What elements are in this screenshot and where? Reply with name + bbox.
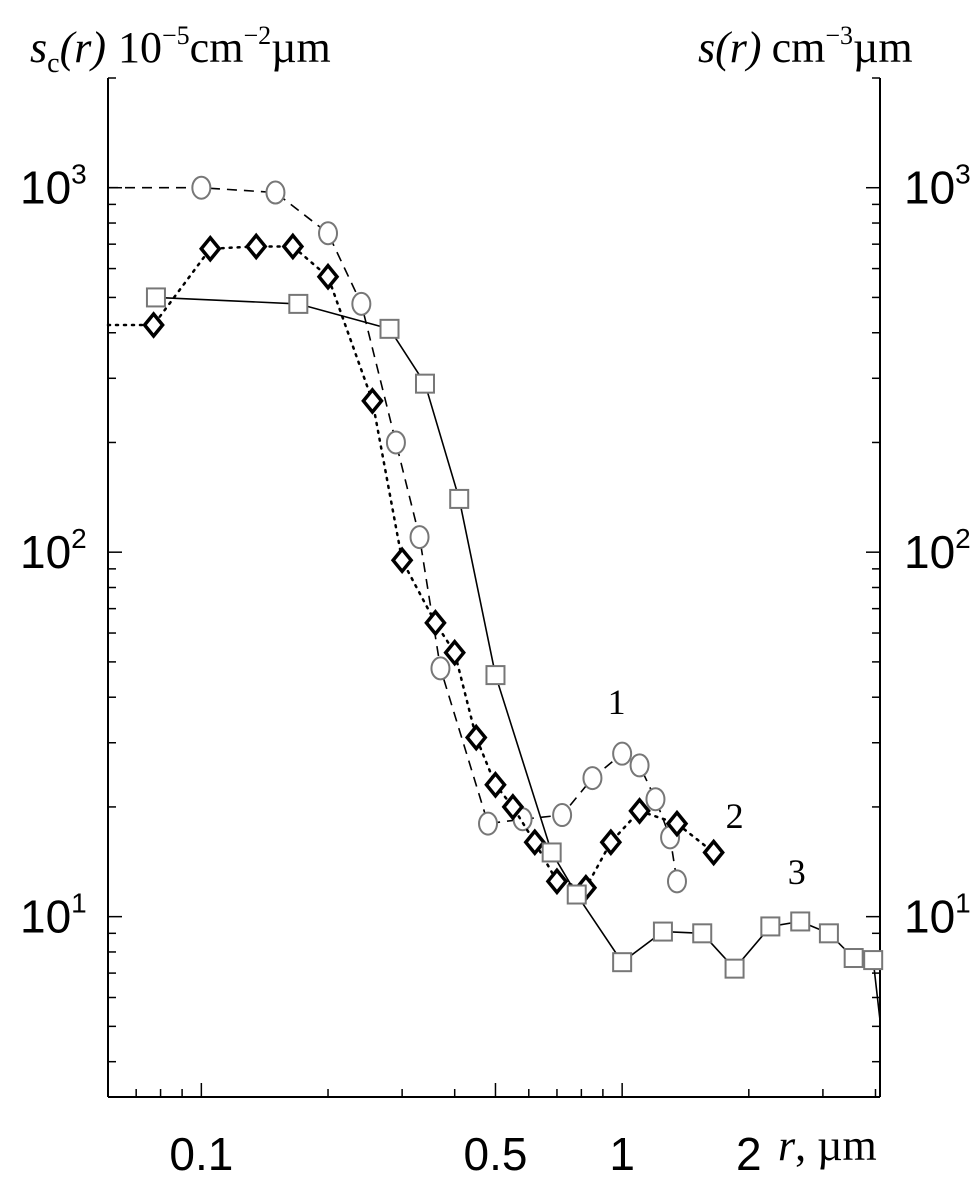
data-point-diamond	[665, 809, 689, 838]
data-point-square	[485, 665, 506, 686]
data-point-diamond	[199, 234, 222, 263]
data-point-square	[145, 287, 166, 308]
data-point-diamond	[142, 311, 165, 339]
data-point-square	[818, 923, 839, 944]
plot-frame	[107, 78, 881, 1098]
data-point-square	[612, 952, 633, 973]
data-point-square	[790, 911, 811, 932]
data-point-diamond	[545, 867, 569, 896]
data-point-circle	[191, 175, 212, 200]
y-tick-label-right: 101	[904, 888, 971, 943]
series-label-2: 2	[726, 796, 744, 836]
data-point-circle	[318, 221, 339, 246]
data-point-circle	[351, 291, 372, 316]
x-tick-label: 1	[609, 1128, 635, 1180]
data-point-square	[566, 884, 587, 905]
x-tick-label: 2	[736, 1128, 762, 1180]
y-tick-label-left: 103	[20, 159, 87, 214]
data-point-circle	[629, 753, 650, 778]
data-point-square	[414, 373, 435, 394]
data-point-circle	[645, 787, 666, 812]
data-point-square	[541, 842, 562, 863]
series-label-1: 1	[608, 682, 626, 722]
series-line-3	[155, 296, 881, 1021]
y-tick-label-right: 103	[904, 159, 971, 214]
data-point-diamond	[361, 387, 384, 415]
x-tick-label: 0.5	[463, 1128, 527, 1180]
data-point-circle	[265, 180, 286, 205]
data-point-diamond	[316, 262, 340, 291]
data-point-diamond	[599, 828, 623, 857]
data-point-square	[724, 958, 745, 979]
data-point-circle	[552, 803, 573, 828]
data-point-square	[288, 293, 309, 314]
y-tick-label-right: 102	[904, 523, 971, 578]
data-point-circle	[612, 741, 633, 766]
axis-ticks	[107, 77, 880, 1097]
series-layer: 1 2 3	[106, 175, 884, 1021]
data-point-diamond	[281, 232, 305, 261]
data-point-circle	[430, 656, 451, 681]
data-point-diamond	[523, 828, 547, 857]
data-point-diamond	[424, 609, 447, 637]
data-point-diamond	[244, 232, 268, 261]
data-point-square	[692, 923, 713, 944]
y-tick-label-left: 101	[20, 888, 87, 943]
y-axis-title-right: s(r) cm−3µm	[698, 21, 913, 72]
series-3: 3	[145, 287, 884, 1021]
data-point-diamond	[484, 771, 507, 799]
data-point-square	[379, 318, 400, 339]
data-point-square	[843, 948, 864, 969]
series-label-3: 3	[788, 852, 806, 892]
data-point-circle	[666, 869, 687, 894]
x-axis-title: r, µm	[778, 1121, 877, 1170]
series-line-2	[106, 245, 715, 890]
y-axis-title-left: sc(r) 10−5cm−2µm	[30, 21, 331, 79]
data-point-circle	[478, 811, 499, 836]
data-point-square	[449, 488, 470, 509]
x-tick-label: 0.1	[169, 1128, 233, 1180]
data-point-diamond	[501, 793, 525, 821]
data-point-diamond	[628, 797, 651, 825]
data-point-square	[863, 950, 884, 971]
series-line-1	[108, 186, 678, 882]
data-point-circle	[582, 766, 603, 791]
data-point-diamond	[702, 838, 725, 867]
y-tick-label-left: 102	[20, 523, 87, 578]
data-point-diamond	[464, 723, 488, 752]
data-point-square	[652, 921, 673, 942]
data-point-square	[760, 916, 781, 937]
tick-labels: 0.1 0.5 1 2 101 101 102 102 103 103	[20, 159, 971, 1180]
series-1: 1	[108, 175, 687, 894]
data-point-diamond	[443, 638, 466, 667]
data-point-diamond	[390, 546, 414, 575]
data-point-circle	[385, 430, 406, 455]
data-point-circle	[409, 525, 430, 550]
